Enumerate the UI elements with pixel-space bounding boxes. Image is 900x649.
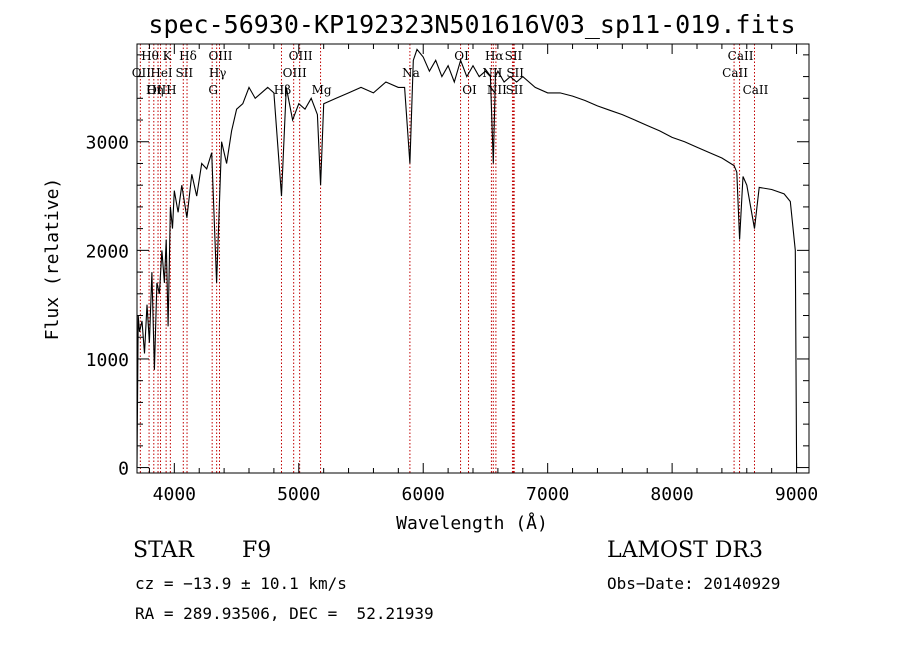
y-tick-label: 2000	[86, 241, 129, 262]
x-tick-label: 7000	[526, 484, 569, 505]
y-tick-label: 1000	[86, 350, 129, 371]
redshift-velocity: cz = −13.9 ± 10.1 km/s	[135, 574, 347, 593]
x-axis-ticks: 4000 5000 6000 7000 8000 9000	[148, 44, 818, 505]
line-label: NII	[482, 66, 502, 80]
line-label: Hδ	[179, 49, 197, 63]
line-label: CaII	[722, 66, 748, 80]
line-label: OIII	[208, 49, 232, 63]
line-label: OI	[462, 83, 477, 97]
line-label: Hη	[146, 83, 164, 97]
y-axis-label: Flux (relative)	[42, 178, 63, 341]
object-subclass: F9	[242, 538, 272, 563]
line-label: H	[166, 83, 176, 97]
x-axis-label: Wavelength (Å)	[396, 512, 548, 534]
line-label: HeI	[150, 66, 173, 80]
line-label: Hγ	[209, 66, 227, 80]
y-axis-ticks: 0 1000 2000 3000	[86, 54, 809, 480]
line-label: OIII	[283, 66, 307, 80]
line-label: OII	[132, 66, 152, 80]
survey-name: LAMOST DR3	[607, 538, 763, 563]
chart-title: spec-56930-KP192323N501616V03_sp11-019.f…	[148, 10, 795, 39]
line-label: NII	[487, 83, 507, 97]
x-tick-label: 4000	[153, 484, 196, 505]
line-label: G	[208, 83, 218, 97]
line-label: CaII	[743, 83, 769, 97]
line-label: Mg	[312, 83, 332, 97]
line-label: Hθ	[141, 49, 159, 63]
object-class: STAR	[133, 538, 194, 563]
y-tick-label: 3000	[86, 133, 129, 154]
x-tick-label: 6000	[402, 484, 445, 505]
x-tick-label: 5000	[277, 484, 320, 505]
observation-date: Obs−Date: 20140929	[607, 574, 781, 593]
line-label: OIII	[147, 83, 171, 97]
x-tick-label: 9000	[775, 484, 818, 505]
line-label: Na	[402, 66, 420, 80]
line-label: OIII	[289, 49, 313, 63]
coordinates: RA = 289.93506, DEC = 52.21939	[135, 604, 434, 623]
x-tick-label: 8000	[650, 484, 693, 505]
line-markers	[139, 44, 755, 473]
line-label: SII	[506, 83, 524, 97]
line-label: SII	[505, 49, 523, 63]
line-label: SII	[175, 66, 193, 80]
line-label: CaII	[728, 49, 754, 63]
y-tick-label: 0	[118, 459, 129, 480]
line-label: Hβ	[274, 83, 291, 97]
line-label: Hα	[485, 49, 504, 63]
line-label: K	[163, 49, 173, 63]
spectrum-line	[136, 48, 798, 468]
line-label: OI	[454, 49, 469, 63]
